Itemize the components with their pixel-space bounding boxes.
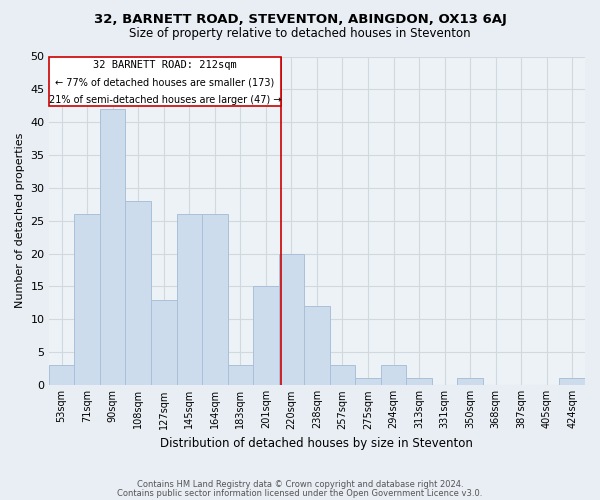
Bar [278, 254, 304, 385]
Bar [355, 378, 381, 385]
Bar [304, 306, 329, 385]
Y-axis label: Number of detached properties: Number of detached properties [15, 133, 25, 308]
Bar [176, 214, 202, 385]
Bar [329, 366, 355, 385]
Bar [457, 378, 483, 385]
Bar [381, 366, 406, 385]
Bar [125, 201, 151, 385]
Text: 32 BARNETT ROAD: 212sqm: 32 BARNETT ROAD: 212sqm [93, 60, 236, 70]
Text: Contains HM Land Registry data © Crown copyright and database right 2024.: Contains HM Land Registry data © Crown c… [137, 480, 463, 489]
Text: 32, BARNETT ROAD, STEVENTON, ABINGDON, OX13 6AJ: 32, BARNETT ROAD, STEVENTON, ABINGDON, O… [94, 12, 506, 26]
Bar [559, 378, 585, 385]
Text: 21% of semi-detached houses are larger (47) →: 21% of semi-detached houses are larger (… [49, 94, 281, 104]
Text: Size of property relative to detached houses in Steventon: Size of property relative to detached ho… [129, 28, 471, 40]
Text: ← 77% of detached houses are smaller (173): ← 77% of detached houses are smaller (17… [55, 78, 274, 88]
Bar [49, 366, 74, 385]
Bar [100, 109, 125, 385]
Bar [74, 214, 100, 385]
X-axis label: Distribution of detached houses by size in Steventon: Distribution of detached houses by size … [160, 437, 473, 450]
Bar [151, 300, 176, 385]
Bar [227, 366, 253, 385]
Bar [253, 286, 278, 385]
Bar [406, 378, 432, 385]
FancyBboxPatch shape [49, 56, 281, 106]
Bar [202, 214, 227, 385]
Text: Contains public sector information licensed under the Open Government Licence v3: Contains public sector information licen… [118, 490, 482, 498]
